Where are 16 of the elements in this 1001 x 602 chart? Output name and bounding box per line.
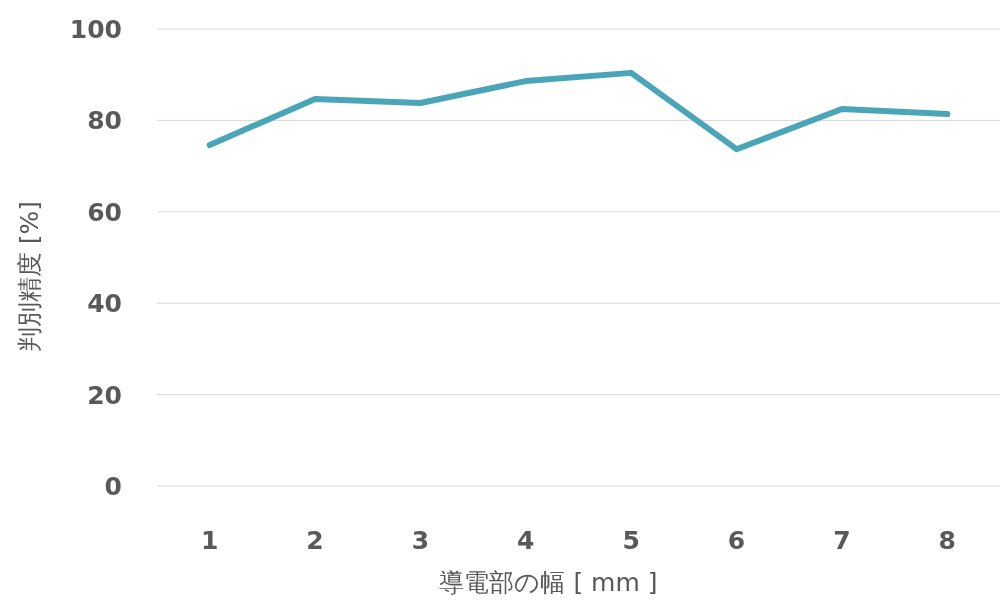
x-tick-label: 7	[833, 526, 851, 555]
x-axis-title: 導電部の幅 [ mm ]	[439, 568, 658, 597]
y-axis-title: 判別精度 [%]	[15, 200, 44, 353]
x-tick-label: 8	[938, 526, 957, 555]
y-tick-label: 40	[87, 289, 122, 319]
x-tick-label: 6	[727, 526, 746, 555]
y-tick-label: 100	[69, 15, 122, 44]
x-tick-label: 3	[411, 526, 430, 555]
y-tick-label: 60	[87, 197, 122, 227]
y-tick-label: 80	[87, 106, 122, 136]
x-tick-label: 2	[306, 526, 324, 555]
x-tick-label: 5	[622, 526, 640, 555]
y-tick-label: 0	[104, 472, 122, 501]
y-tick-label: 20	[87, 380, 122, 410]
x-tick-label: 4	[517, 526, 535, 555]
x-tick-label: 1	[200, 526, 219, 555]
